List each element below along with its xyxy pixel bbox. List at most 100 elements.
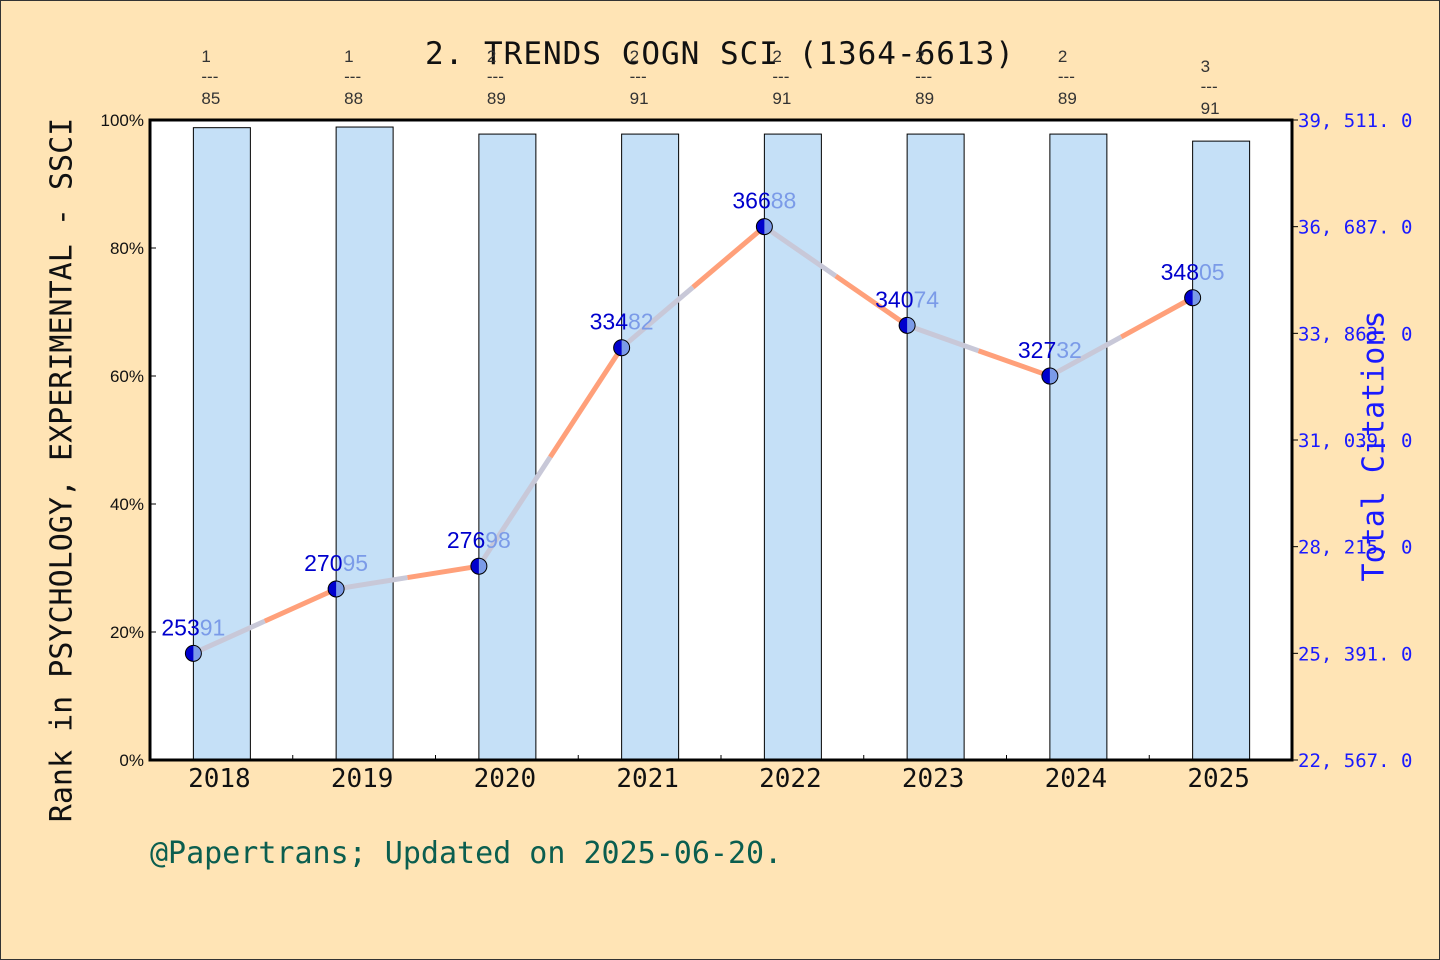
citation-marker-outline xyxy=(1041,367,1059,385)
left-tick-label: 80% xyxy=(110,239,144,258)
rank-denominator: 91 xyxy=(1201,99,1220,118)
rank-bar xyxy=(763,133,822,761)
citation-value-dark: 270 xyxy=(304,550,342,576)
citation-marker-half xyxy=(1184,289,1193,306)
rank-numerator: 3 xyxy=(1201,57,1210,76)
rank-numerator: 2 xyxy=(772,47,781,66)
citation-value-dark: 276 xyxy=(447,527,485,553)
citation-value-light: 32 xyxy=(1056,337,1082,363)
footer-credit: @Papertrans; Updated on 2025-06-20. xyxy=(150,836,783,871)
rank-denominator: 89 xyxy=(915,89,934,108)
citation-value-label: 25391 xyxy=(161,614,225,640)
rank-fraction-label: 1--- 88 xyxy=(344,47,363,108)
citation-marker-outline xyxy=(184,644,202,662)
citation-value-label: 32732 xyxy=(1018,337,1082,363)
rank-fraction-label: 2--- 91 xyxy=(630,47,649,108)
citation-value-light: 88 xyxy=(771,188,797,214)
plot-area xyxy=(150,120,1292,760)
citation-value-label: 27095 xyxy=(304,550,368,576)
rank-numerator: 2 xyxy=(630,47,639,66)
right-tick-label: 39, 511. 0 xyxy=(1298,110,1412,132)
rank-denominator: 91 xyxy=(630,89,649,108)
citation-marker-outline xyxy=(755,218,773,236)
rank-bar xyxy=(1192,140,1251,761)
rank-divider: --- xyxy=(1201,77,1218,96)
left-tick-label: 20% xyxy=(110,623,144,642)
rank-denominator: 88 xyxy=(344,89,363,108)
citation-marker-half xyxy=(185,645,194,662)
rank-denominator: 89 xyxy=(1058,89,1077,108)
rank-numerator: 2 xyxy=(487,47,496,66)
citation-value-light: 98 xyxy=(485,527,511,553)
right-tick-label: 33, 863. 0 xyxy=(1298,323,1412,345)
citation-line-segment xyxy=(548,346,624,459)
right-tick-label: 36, 687. 0 xyxy=(1298,217,1412,239)
citation-marker-half xyxy=(613,339,622,356)
rank-bar xyxy=(1049,133,1108,761)
citation-marker-outline xyxy=(898,316,916,334)
citation-marker-outline xyxy=(613,339,631,357)
rank-denominator: 91 xyxy=(772,89,791,108)
citation-value-label: 34805 xyxy=(1161,259,1225,285)
rank-divider: --- xyxy=(772,67,789,86)
citation-marker-outline xyxy=(327,580,345,598)
citation-line-segment xyxy=(977,348,1051,379)
rank-fraction-label: 1--- 85 xyxy=(201,47,220,108)
left-tick-label: 0% xyxy=(119,751,144,770)
rank-numerator: 2 xyxy=(1058,47,1067,66)
citation-value-dark: 340 xyxy=(875,286,913,312)
citation-marker-half xyxy=(756,218,765,235)
x-tick-label: 2021 xyxy=(616,764,679,794)
citation-value-label: 36688 xyxy=(732,188,796,214)
citation-line-segment xyxy=(691,224,766,290)
citation-line-segment xyxy=(906,323,980,354)
rank-denominator: 89 xyxy=(487,89,506,108)
rank-divider: --- xyxy=(630,67,647,86)
citation-line-segment xyxy=(263,586,338,624)
rank-bar xyxy=(621,133,680,761)
rank-fraction-label: 2--- 89 xyxy=(915,47,934,108)
rank-fraction-label: 2--- 91 xyxy=(772,47,791,108)
citation-line-segment xyxy=(407,563,480,581)
rank-denominator: 85 xyxy=(201,89,220,108)
right-tick-label: 31, 039. 0 xyxy=(1298,430,1412,452)
citation-line-segment xyxy=(1120,295,1194,340)
rank-numerator: 2 xyxy=(915,47,924,66)
x-tick-label: 2020 xyxy=(474,764,537,794)
rank-bar xyxy=(335,126,394,761)
citation-marker-half xyxy=(470,558,479,575)
citation-value-light: 95 xyxy=(343,550,369,576)
x-tick-label: 2025 xyxy=(1187,764,1250,794)
citation-value-label: 33482 xyxy=(590,309,654,335)
right-tick-label: 28, 215. 0 xyxy=(1298,537,1412,559)
citation-line-segment xyxy=(620,285,695,350)
left-axis-label: Rank in PSYCHOLOGY, EXPERIMENTAL - SSCI xyxy=(44,117,80,823)
rank-bar xyxy=(906,133,965,761)
citation-line-segment xyxy=(834,273,909,328)
citation-value-light: 05 xyxy=(1199,259,1225,285)
x-tick-label: 2018 xyxy=(188,764,251,794)
rank-divider: --- xyxy=(915,67,932,86)
citation-line-segment xyxy=(476,455,553,568)
x-tick-label: 2024 xyxy=(1045,764,1108,794)
x-tick-label: 2022 xyxy=(759,764,822,794)
rank-fraction-label: 3--- 91 xyxy=(1201,57,1220,118)
citation-value-dark: 366 xyxy=(732,188,770,214)
citation-value-label: 27698 xyxy=(447,527,511,553)
left-tick-label: 60% xyxy=(110,367,144,386)
citation-value-dark: 334 xyxy=(590,309,629,335)
citation-value-light: 74 xyxy=(914,286,940,312)
citation-value-dark: 253 xyxy=(161,614,199,640)
citation-line-segment xyxy=(192,618,266,656)
citation-marker-half xyxy=(899,317,908,334)
rank-divider: --- xyxy=(201,67,218,86)
rank-bar xyxy=(192,127,251,761)
citation-marker-outline xyxy=(470,557,488,575)
rank-fraction-label: 2--- 89 xyxy=(1058,47,1077,108)
citation-line-segment xyxy=(1048,334,1123,379)
right-tick-label: 25, 391. 0 xyxy=(1298,643,1412,665)
citation-value-dark: 327 xyxy=(1018,337,1056,363)
citation-value-dark: 348 xyxy=(1161,259,1199,285)
citation-line-segment xyxy=(335,575,408,592)
